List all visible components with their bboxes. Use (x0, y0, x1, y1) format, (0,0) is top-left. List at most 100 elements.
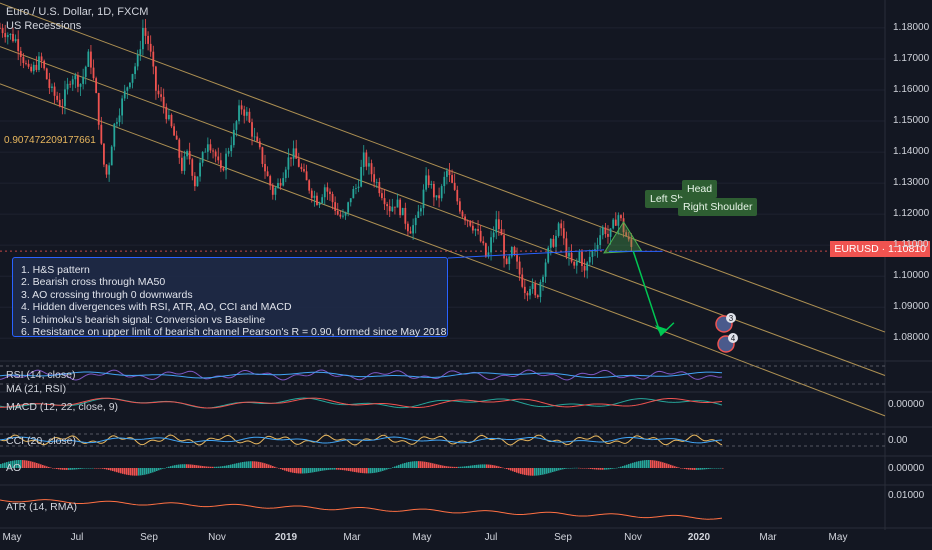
ao-bar (408, 461, 410, 468)
ao-bar (116, 468, 118, 473)
candle-body (347, 202, 350, 213)
ao-bar (426, 462, 428, 468)
ao-bar (274, 466, 276, 468)
ao-bar (410, 461, 412, 468)
candle-body (141, 27, 144, 50)
ao-bar (584, 468, 586, 469)
ao-bar (380, 468, 382, 472)
candle-body (578, 251, 581, 262)
ao-bar (142, 468, 144, 476)
ao-bar (614, 468, 616, 469)
candle-body (35, 64, 38, 70)
ao-bar (432, 463, 434, 468)
ao-bar (28, 460, 30, 468)
ao-bar (200, 465, 202, 468)
ao-bar (456, 466, 458, 468)
ao-bar (594, 468, 596, 470)
ao-bar (530, 468, 532, 476)
candle-body (134, 66, 137, 75)
candle-body (266, 171, 269, 177)
candle-body (196, 176, 199, 187)
ao-bar (308, 468, 310, 474)
candle-body (422, 189, 425, 209)
macd-axis-value: 0.00000 (888, 399, 925, 410)
candle-body (116, 122, 118, 124)
ao-bar (430, 462, 432, 468)
candle-body (323, 187, 326, 198)
ao-bar (112, 468, 114, 472)
ao-bar (708, 468, 710, 469)
candle-body (513, 247, 516, 256)
y-tick-label: 1.09000 (893, 301, 930, 313)
candle-body (261, 147, 264, 164)
ao-bar (332, 468, 334, 470)
ao-bar (694, 468, 696, 470)
ao-bar (420, 461, 422, 468)
atr-line (0, 499, 723, 520)
ao-bar (260, 462, 262, 468)
ao-bar (602, 468, 604, 470)
event-badge (728, 333, 738, 343)
candle-body (258, 141, 261, 148)
ao-bar (138, 468, 140, 476)
ao-bar (684, 468, 686, 469)
ao-bar (18, 460, 20, 468)
ao-bar (606, 468, 608, 470)
ao-bar (704, 468, 706, 470)
ao-bar (136, 468, 138, 476)
candle-body (165, 106, 168, 120)
ao-bar (198, 465, 200, 468)
candle-body (544, 262, 547, 277)
ao-bar (644, 460, 646, 468)
macd-pane-label: MACD (12, 22, close, 9) (6, 401, 119, 413)
ao-bar (404, 462, 406, 468)
rsi-pane-label: RSI (14, close) (6, 369, 76, 381)
ao-bar (68, 468, 70, 470)
ao-bar (298, 468, 300, 474)
candle-body (248, 111, 251, 123)
candle-body (622, 218, 625, 233)
ao-bar (48, 466, 50, 468)
ao-bar (276, 467, 278, 469)
ao-bar (718, 468, 720, 469)
candle-body (482, 241, 485, 244)
candle-body (542, 276, 544, 283)
ao-bar (24, 460, 26, 468)
y-tick-label: 1.10000 (893, 270, 930, 282)
ao-bar (564, 468, 566, 469)
ao-bar (102, 468, 104, 469)
ao-bar (388, 468, 390, 469)
candle-body (399, 199, 402, 216)
x-tick-label: May (828, 532, 848, 543)
candle-body (565, 238, 568, 257)
ao-bar (118, 468, 120, 473)
ao-bar (6, 462, 8, 468)
ao-bar (428, 462, 430, 468)
ao-bar (354, 468, 356, 473)
ao-bar (698, 468, 700, 470)
candle-body (417, 211, 420, 218)
pearson-value-label: 0.907472209177661 (4, 135, 96, 146)
x-tick-label: May (2, 532, 22, 543)
candle-body (282, 178, 285, 186)
ao-bar (290, 468, 292, 473)
candle-body (300, 166, 303, 170)
ao-bar (88, 468, 90, 469)
recession-indicator-label: US Recessions (6, 20, 82, 32)
ao-bar (216, 466, 218, 468)
candle-body (596, 244, 599, 250)
ao-bar (688, 468, 690, 470)
atr-axis-value: 0.01000 (888, 490, 925, 501)
candle-body (448, 170, 451, 176)
ao-bar (288, 468, 290, 472)
ao-bar (148, 468, 150, 474)
candle-body (612, 219, 615, 229)
candle-body (12, 33, 14, 42)
ao-bar (722, 467, 724, 469)
candle-body (4, 33, 7, 38)
candle-body (191, 159, 194, 176)
candle-body (588, 256, 591, 263)
candle-body (305, 171, 308, 181)
candle-body (292, 148, 295, 159)
candle-body (40, 56, 43, 61)
